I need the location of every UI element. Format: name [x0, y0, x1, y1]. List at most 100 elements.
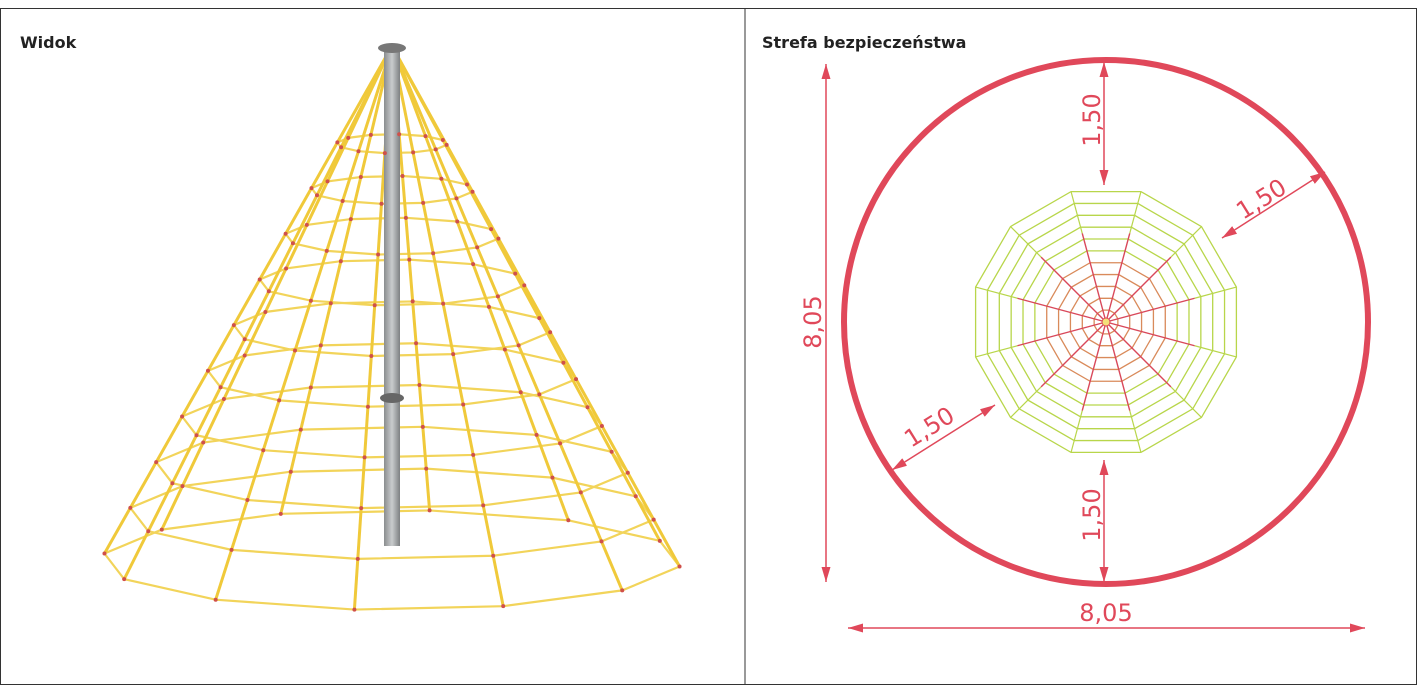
- rope-knot: [471, 453, 475, 457]
- rope-knot: [180, 484, 184, 488]
- rope-knot: [414, 341, 418, 345]
- frame: [1, 9, 1417, 685]
- rope-knot: [600, 424, 604, 428]
- rope-knot: [513, 272, 517, 276]
- rope-knot: [445, 143, 449, 147]
- rope-knot: [678, 564, 682, 568]
- net-spoke-outer: [1071, 411, 1082, 453]
- rope-knot: [537, 392, 541, 396]
- rope-knot: [383, 151, 387, 155]
- rope-knot: [206, 369, 210, 373]
- rope-knot: [579, 490, 583, 494]
- net-view: [102, 43, 681, 612]
- rope-knot: [610, 450, 614, 454]
- rope-knot: [359, 506, 363, 510]
- rope-knot: [411, 150, 415, 154]
- rope-knot: [379, 202, 383, 206]
- rope-knot: [335, 140, 339, 144]
- rope-knot: [424, 467, 428, 471]
- left-title: Widok: [20, 33, 77, 52]
- pole-cap: [378, 43, 406, 53]
- rope-knot: [284, 266, 288, 270]
- rope-knot: [421, 201, 425, 205]
- rope-knot: [496, 294, 500, 298]
- rope-knot: [315, 193, 319, 197]
- net-spoke: [1106, 257, 1171, 322]
- rope-knot: [503, 348, 507, 352]
- rope-knot: [376, 253, 380, 257]
- rope-knot: [461, 403, 465, 407]
- rope-knot: [535, 433, 539, 437]
- net-top-view: [976, 192, 1237, 453]
- rope-knot: [439, 177, 443, 181]
- rope-knot: [219, 385, 223, 389]
- rope-knot: [232, 323, 236, 327]
- rope-knot: [160, 528, 164, 532]
- rope-knot: [455, 219, 459, 223]
- radial-rope: [392, 46, 568, 520]
- net-spoke: [1041, 257, 1106, 322]
- rope-knot: [501, 604, 505, 608]
- rope-knot: [243, 337, 247, 341]
- rope-knot: [277, 398, 281, 402]
- rope-knot: [548, 330, 552, 334]
- rope-knot: [289, 470, 293, 474]
- rope-knot: [522, 283, 526, 287]
- rope-knot: [451, 352, 455, 356]
- rope-knot: [620, 588, 624, 592]
- rope-knot: [194, 433, 198, 437]
- rope-knot: [339, 259, 343, 263]
- rope-knot: [363, 455, 367, 459]
- net-spoke-outer: [1071, 192, 1082, 234]
- dim-label: 1,50: [1231, 173, 1291, 225]
- rope-knot: [170, 481, 174, 485]
- dim-label: 1,50: [1078, 93, 1106, 146]
- pole: [384, 46, 400, 546]
- rope-knot: [421, 425, 425, 429]
- rope-knot: [558, 441, 562, 445]
- rope-knot: [431, 251, 435, 255]
- rope-knot: [230, 548, 234, 552]
- rope-knot: [146, 529, 150, 533]
- rope-knot: [293, 349, 297, 353]
- rope-knot: [122, 577, 126, 581]
- rope-knot: [475, 245, 479, 249]
- rope-knot: [267, 289, 271, 293]
- rope-knot: [263, 310, 267, 314]
- rope-knot: [341, 199, 345, 203]
- rope-knot: [346, 136, 350, 140]
- rope-knot: [561, 361, 565, 365]
- rope-knot: [441, 302, 445, 306]
- rope-knot: [180, 414, 184, 418]
- rope-knot: [319, 343, 323, 347]
- rope-knot: [261, 448, 265, 452]
- rope-knot: [496, 237, 500, 241]
- rope-knot: [397, 132, 401, 136]
- rope-knot: [339, 145, 343, 149]
- rope-knot: [574, 377, 578, 381]
- rope-knot: [279, 512, 283, 516]
- rope-knot: [214, 598, 218, 602]
- rope-knot: [519, 390, 523, 394]
- dim-label: 1,50: [899, 401, 959, 453]
- rope-knot: [359, 175, 363, 179]
- rope-knot: [309, 186, 313, 190]
- rope-knot: [404, 216, 408, 220]
- net-spoke-outer: [1130, 192, 1141, 234]
- net-spoke-outer: [976, 287, 1018, 298]
- rope-knot: [586, 405, 590, 409]
- rope-knot: [550, 476, 554, 480]
- radial-rope: [392, 46, 503, 606]
- radial-rope: [392, 46, 622, 590]
- rope-knot: [356, 557, 360, 561]
- net-spoke-outer: [976, 346, 1018, 357]
- rope-knot: [454, 196, 458, 200]
- rope-knot: [417, 383, 421, 387]
- safety-zone: 1,50 1,50 1,50 1,50 8,05 8,05: [799, 60, 1368, 628]
- rope-knot: [222, 397, 226, 401]
- rope-knot: [299, 428, 303, 432]
- rope-knot: [471, 190, 475, 194]
- dim-label: 8,05: [1079, 599, 1132, 627]
- rope-knot: [201, 441, 205, 445]
- dim-label: 8,05: [799, 295, 827, 348]
